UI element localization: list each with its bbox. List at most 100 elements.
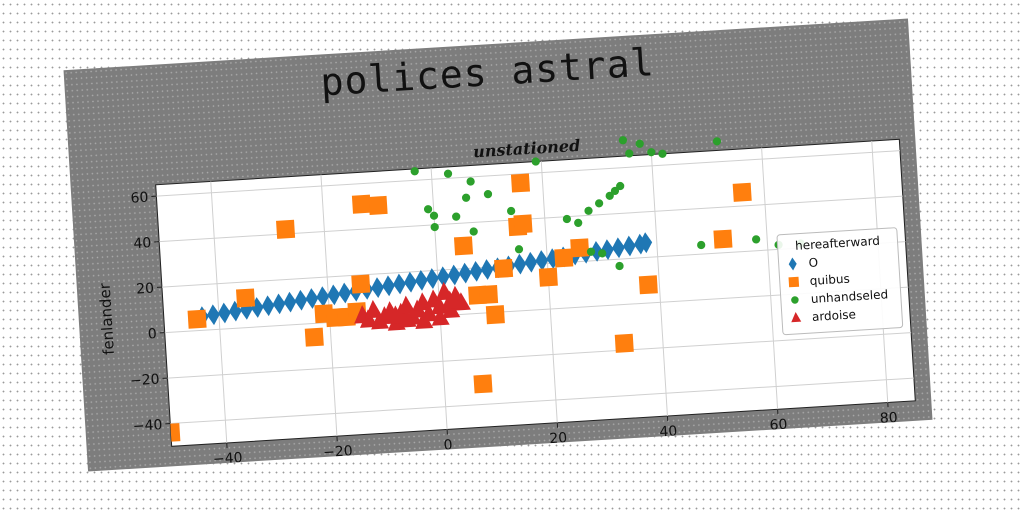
- point-ardoise: [431, 295, 450, 315]
- point-quibus: [187, 309, 207, 329]
- point-quibus: [453, 236, 474, 256]
- point-o: [480, 259, 494, 280]
- point-unhandseled: [647, 148, 656, 157]
- point-unhandseled: [635, 139, 644, 148]
- plot-area: [155, 138, 916, 447]
- point-o: [612, 237, 625, 259]
- point-o: [404, 271, 417, 293]
- point-ardoise: [431, 307, 450, 326]
- point-unhandseled: [443, 169, 453, 178]
- x-tick-label: −40: [213, 450, 243, 468]
- point-unhandseled: [615, 261, 624, 271]
- point-quibus: [570, 238, 590, 258]
- point-unhandseled: [507, 206, 516, 216]
- point-unhandseled: [586, 247, 596, 256]
- point-ardoise: [415, 310, 434, 330]
- point-unhandseled: [598, 249, 607, 258]
- legend-marker-quibus: [788, 276, 800, 288]
- point-ardoise: [441, 290, 460, 310]
- grid-line-x: [540, 161, 558, 423]
- point-unhandseled: [466, 177, 475, 186]
- point-unhandseled: [514, 245, 524, 254]
- point-unhandseled: [452, 212, 461, 221]
- point-o: [639, 232, 653, 254]
- point-o: [436, 266, 450, 288]
- grid-line-y: [167, 332, 912, 379]
- point-o: [513, 253, 527, 275]
- point-o: [294, 289, 308, 311]
- x-axis-label: afterwise: [511, 449, 581, 471]
- point-o: [371, 277, 384, 299]
- point-quibus: [732, 182, 752, 202]
- point-o: [425, 268, 439, 289]
- point-o: [217, 302, 231, 324]
- grid-line-y: [156, 150, 901, 197]
- point-unhandseled: [658, 149, 667, 158]
- point-quibus: [494, 258, 514, 279]
- point-quibus: [351, 194, 371, 214]
- legend-marker-unhandseled: [791, 296, 799, 304]
- grid-line-x: [761, 147, 779, 410]
- x-tick-label: 0: [443, 437, 453, 454]
- point-o: [535, 250, 549, 271]
- legend-box: [776, 227, 904, 336]
- point-quibus: [713, 229, 733, 249]
- point-unhandseled: [584, 206, 593, 215]
- point-o: [283, 291, 297, 313]
- x-tick-label: 40: [659, 423, 678, 440]
- point-o: [414, 269, 428, 291]
- point-quibus: [485, 305, 505, 325]
- point-o: [316, 286, 330, 308]
- point-unhandseled: [595, 199, 604, 208]
- point-quibus: [276, 219, 296, 239]
- point-unhandseled: [461, 193, 471, 202]
- point-quibus: [510, 173, 531, 193]
- y-tick-label: 20: [136, 281, 155, 298]
- point-o: [469, 260, 483, 282]
- point-unhandseled: [531, 157, 540, 166]
- point-quibus: [473, 374, 493, 394]
- point-o: [228, 300, 242, 322]
- legend-label-quibus: quibus: [809, 272, 850, 288]
- y-axis-label: fenlander: [96, 282, 118, 356]
- y-tick-label: 0: [147, 326, 157, 343]
- point-quibus: [638, 275, 658, 295]
- y-tick-label: −40: [132, 417, 162, 435]
- legend-label-unhandseled: unhandseled: [810, 287, 888, 306]
- point-quibus: [236, 288, 256, 308]
- legend-marker-ardoise: [791, 311, 802, 323]
- point-ardoise: [398, 309, 417, 328]
- x-tick-label: 80: [879, 410, 898, 427]
- chart-title: unstationed: [473, 136, 581, 162]
- x-tick-label: 60: [769, 417, 788, 434]
- point-quibus: [538, 267, 558, 287]
- point-unhandseled: [625, 149, 634, 158]
- chart-figure: polices astral −40 −20 0 20 40 60 80 −40 −20 0 20 4…: [63, 18, 933, 472]
- point-unhandseled: [618, 136, 628, 145]
- legend-label-ardoise: ardoise: [812, 307, 857, 324]
- point-quibus: [513, 214, 533, 234]
- point-o: [393, 273, 406, 295]
- point-unhandseled: [469, 227, 478, 236]
- point-o: [338, 282, 352, 304]
- point-o: [622, 235, 636, 257]
- point-o: [601, 239, 614, 260]
- x-tick-label: 20: [549, 430, 568, 447]
- point-o: [382, 275, 395, 297]
- legend-label-o: O: [808, 256, 818, 271]
- point-ardoise: [359, 309, 378, 328]
- y-tick-label: −20: [130, 372, 160, 390]
- grid-line-y: [170, 377, 914, 425]
- point-unhandseled: [610, 186, 620, 196]
- point-unhandseled: [697, 240, 706, 250]
- point-unhandseled: [483, 190, 493, 199]
- y-tick-label: 40: [133, 235, 152, 252]
- point-quibus: [554, 248, 574, 268]
- scatter-chart: −40 −20 0 20 40 60 80 −40 −20 0 20 40 60 unstationed a…: [96, 136, 916, 471]
- point-unhandseled: [752, 235, 761, 244]
- point-o: [327, 284, 341, 306]
- point-o: [305, 288, 319, 309]
- point-unhandseled: [605, 191, 614, 200]
- point-o: [524, 251, 538, 273]
- point-unhandseled: [423, 205, 433, 214]
